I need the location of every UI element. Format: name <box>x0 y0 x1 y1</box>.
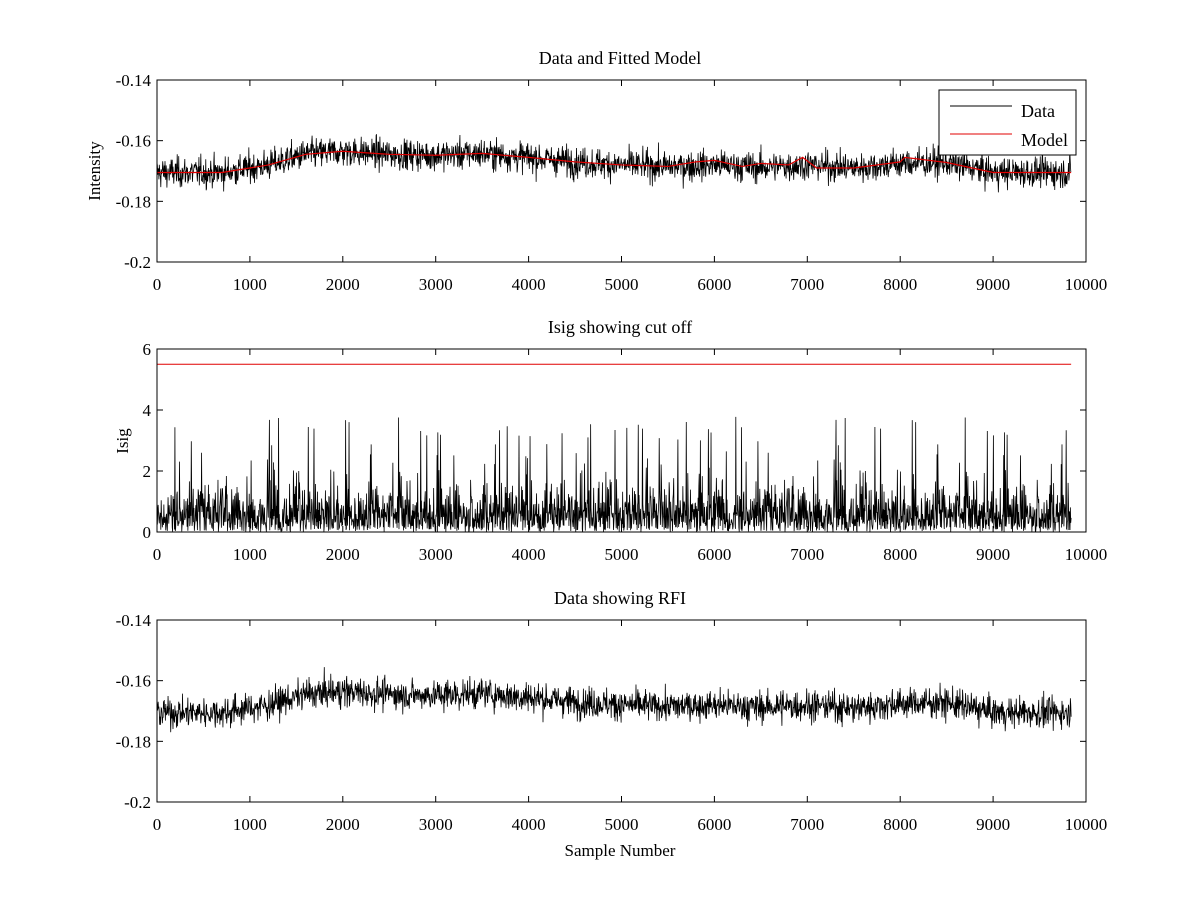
x-tick-label: 0 <box>153 275 162 294</box>
y-tick-label: -0.2 <box>124 793 151 812</box>
x-tick-label: 9000 <box>976 545 1010 564</box>
panel-isig-showing-cut-off: Isig showing cut off Isig 0 1000 2000 3000 4… <box>113 317 1107 564</box>
x-tick-label: 4000 <box>512 275 546 294</box>
x-tick-label: 0 <box>153 545 162 564</box>
x-tick-label: 0 <box>153 815 162 834</box>
panel-data-and-fitted-model: Data and Fitted Model Intensity 0 1000 200… <box>85 48 1107 294</box>
x-tick-label: 10000 <box>1065 815 1108 834</box>
x-tick-label: 3000 <box>419 815 453 834</box>
legend: Data Model <box>938 89 1077 156</box>
x-tick-label: 1000 <box>233 545 267 564</box>
panel-1-title: Data and Fitted Model <box>539 48 701 68</box>
x-tick-label: 6000 <box>697 545 731 564</box>
x-tick-label: 5000 <box>605 275 639 294</box>
plot-marks <box>157 667 1072 733</box>
x-tick-label: 6000 <box>697 275 731 294</box>
x-tick-label: 5000 <box>605 815 639 834</box>
isig-trace <box>157 416 1072 532</box>
y-tick-label: -0.18 <box>116 732 151 751</box>
panel-2-title: Isig showing cut off <box>548 317 692 337</box>
y-tick-label: 2 <box>143 462 152 481</box>
panel-3-title: Data showing RFI <box>554 588 686 608</box>
x-tick-label: 4000 <box>512 545 546 564</box>
y-tick-label: -0.16 <box>116 672 151 691</box>
model-line <box>157 150 1072 174</box>
y-tick-label: 6 <box>143 340 152 359</box>
panel-1-ylabel: Intensity <box>85 141 104 201</box>
panel-2-ylabel: Isig <box>113 428 132 454</box>
legend-model-label: Model <box>1021 130 1068 150</box>
y-tick-label: -0.2 <box>124 253 151 272</box>
y-tick-label: -0.16 <box>116 132 151 151</box>
x-tick-label: 1000 <box>233 815 267 834</box>
plot-marks <box>157 363 1072 532</box>
x-tick-label: 8000 <box>883 545 917 564</box>
data-trace <box>157 667 1072 733</box>
panel-data-showing-rfi: Data showing RFI Sample Number 0 1000 2000… <box>116 588 1108 860</box>
x-tick-label: 2000 <box>326 545 360 564</box>
x-tick-label: 10000 <box>1065 545 1108 564</box>
x-tick-label: 9000 <box>976 815 1010 834</box>
x-tick-label: 4000 <box>512 815 546 834</box>
x-tick-label: 10000 <box>1065 275 1108 294</box>
y-tick-label: -0.14 <box>116 71 152 90</box>
y-tick-label: 4 <box>143 401 152 420</box>
y-tick-label: 0 <box>143 523 152 542</box>
x-tick-label: 7000 <box>790 545 824 564</box>
y-tick-label: -0.14 <box>116 611 152 630</box>
x-tick-label: 2000 <box>326 275 360 294</box>
x-tick-label: 3000 <box>419 545 453 564</box>
x-tick-label: 1000 <box>233 275 267 294</box>
y-tick-label: -0.18 <box>116 192 151 211</box>
x-tick-label: 9000 <box>976 275 1010 294</box>
x-tick-label: 6000 <box>697 815 731 834</box>
x-tick-label: 3000 <box>419 275 453 294</box>
x-tick-label: 5000 <box>605 545 639 564</box>
x-tick-label: 2000 <box>326 815 360 834</box>
plot-marks <box>157 134 1072 193</box>
x-tick-label: 8000 <box>883 275 917 294</box>
legend-box <box>938 89 1077 156</box>
legend-data-label: Data <box>1021 101 1055 121</box>
x-tick-label: 7000 <box>790 275 824 294</box>
x-tick-label: 8000 <box>883 815 917 834</box>
data-trace <box>157 134 1072 193</box>
x-tick-label: 7000 <box>790 815 824 834</box>
panel-3-xlabel: Sample Number <box>565 841 676 860</box>
